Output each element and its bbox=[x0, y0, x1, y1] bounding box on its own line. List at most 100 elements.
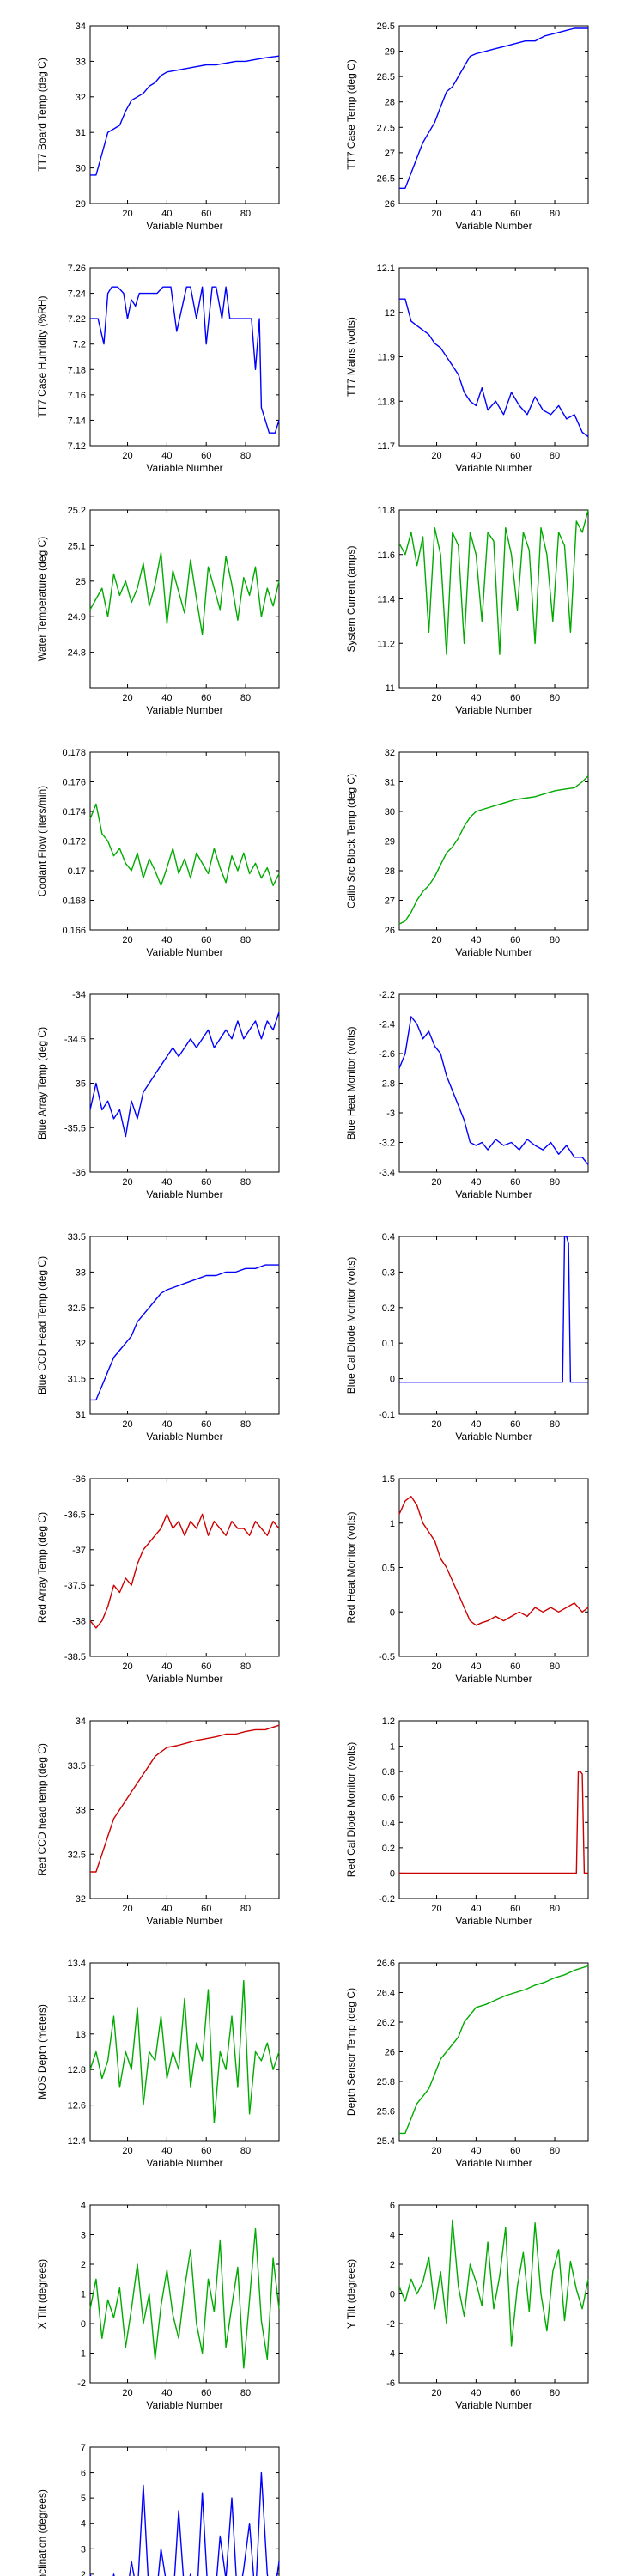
y-tick-label: 32.5 bbox=[68, 1303, 86, 1314]
y-tick-label: 11.8 bbox=[377, 397, 395, 407]
y-axis-label: Red Array Temp (deg C) bbox=[36, 1512, 48, 1623]
chart-panel-19: 20 40 60 80 -6 -4 -2 0 2 4 6 Variable Number Y Tilt … bbox=[345, 2201, 589, 2411]
y-tick-label: 0.8 bbox=[382, 1767, 395, 1777]
y-tick-label: 30 bbox=[76, 164, 86, 174]
series-line bbox=[399, 298, 589, 438]
plot-frame bbox=[398, 751, 589, 931]
x-axis-label: Variable Number bbox=[146, 1188, 222, 1200]
y-tick-label: 3 bbox=[81, 2231, 86, 2241]
y-tick-label: -36 bbox=[72, 1168, 86, 1178]
y-tick-label: -35.5 bbox=[64, 1123, 86, 1133]
x-tick-label: 80 bbox=[550, 1177, 560, 1188]
y-tick-label: -0.5 bbox=[379, 1652, 395, 1662]
series-line bbox=[90, 55, 280, 176]
series-line bbox=[90, 1724, 280, 1873]
x-tick-label: 60 bbox=[201, 209, 211, 219]
y-tick-label: -36.5 bbox=[64, 1510, 86, 1520]
chart-panel-12: 20 40 60 80 -38.5 -38 -37.5 -37 -36.5 -36 Variable… bbox=[36, 1474, 280, 1685]
chart-panel-7: 20 40 60 80 26 27 28 29 30 31 32 Variable Number Cal… bbox=[345, 748, 589, 958]
y-tick-label: 0.4 bbox=[382, 1232, 395, 1242]
x-tick-label: 60 bbox=[201, 935, 211, 945]
x-tick-label: 20 bbox=[431, 935, 441, 945]
chart-panel-2: 20 40 60 80 7.12 7.14 7.16 7.18 7.2 7.22 7.24 7.26 V… bbox=[36, 264, 280, 474]
y-tick-label: 0.17 bbox=[68, 866, 86, 877]
y-axis-label: Coolant Flow (liters/min) bbox=[36, 786, 48, 896]
y-tick-label: -38.5 bbox=[64, 1652, 86, 1662]
y-tick-label: 32 bbox=[385, 748, 395, 758]
x-tick-label: 60 bbox=[510, 1662, 520, 1672]
x-tick-label: 20 bbox=[431, 1662, 441, 1672]
y-axis-label: TT7 Mains (volts) bbox=[345, 317, 357, 397]
x-tick-label: 40 bbox=[471, 209, 481, 219]
y-tick-label: 33.5 bbox=[68, 1232, 86, 1242]
y-tick-label: 0.3 bbox=[382, 1267, 395, 1278]
x-tick-label: 60 bbox=[201, 1904, 211, 1914]
x-tick-label: 20 bbox=[122, 451, 132, 461]
y-tick-label: 29.5 bbox=[377, 21, 395, 32]
series-line bbox=[89, 552, 280, 635]
y-axis-label: TT7 Case Humidity (%RH) bbox=[36, 295, 48, 417]
y-tick-label: 7 bbox=[81, 2443, 86, 2453]
plot-frame bbox=[398, 267, 589, 447]
y-tick-label: -34 bbox=[72, 990, 86, 1000]
plot-frame bbox=[89, 509, 280, 689]
series-line bbox=[398, 775, 589, 925]
x-tick-label: 80 bbox=[550, 1904, 560, 1914]
y-tick-label: 28 bbox=[385, 866, 395, 877]
y-tick-label: 27 bbox=[385, 149, 395, 159]
y-tick-label: 30 bbox=[385, 807, 395, 817]
y-tick-label: 12.6 bbox=[68, 2101, 86, 2111]
x-tick-label: 80 bbox=[550, 935, 560, 945]
y-tick-label: 7.26 bbox=[68, 264, 86, 274]
x-tick-label: 40 bbox=[161, 2146, 172, 2156]
y-axis-label: Y Tilt (degrees) bbox=[345, 2259, 357, 2329]
y-tick-label: -0.1 bbox=[379, 1410, 395, 1420]
series-line bbox=[399, 1965, 589, 2135]
y-axis-label: Red Heat Monitor (volts) bbox=[345, 1511, 357, 1623]
series-line bbox=[89, 1012, 280, 1138]
y-tick-label: 1 bbox=[81, 2290, 86, 2300]
y-tick-label: -34.5 bbox=[64, 1035, 86, 1045]
x-axis-label: Variable Number bbox=[146, 946, 222, 958]
y-tick-label: 28.5 bbox=[377, 72, 395, 82]
x-axis-label: Variable Number bbox=[455, 220, 532, 232]
x-tick-label: 40 bbox=[471, 693, 481, 703]
y-tick-label: 7.2 bbox=[73, 340, 86, 350]
x-tick-label: 80 bbox=[240, 935, 251, 945]
series-line bbox=[90, 286, 280, 434]
y-tick-label: 27 bbox=[385, 896, 395, 907]
y-tick-label: -3.4 bbox=[379, 1168, 395, 1178]
y-tick-label: 1.2 bbox=[382, 1716, 395, 1727]
series-line bbox=[398, 2219, 589, 2347]
x-tick-label: 20 bbox=[122, 693, 132, 703]
y-tick-label: 32 bbox=[76, 1894, 86, 1905]
x-tick-label: 60 bbox=[510, 209, 520, 219]
y-axis-label: Blue CCD Head Temp (deg C) bbox=[36, 1256, 48, 1394]
x-tick-label: 40 bbox=[161, 935, 172, 945]
y-tick-label: 1 bbox=[390, 1742, 395, 1753]
x-axis-label: Variable Number bbox=[455, 1431, 532, 1443]
x-tick-label: 80 bbox=[550, 451, 560, 461]
plot-frame bbox=[398, 993, 589, 1173]
chart-panel-13: 20 40 60 80 -0.5 0 0.5 1 1.5 Variable Number Red H… bbox=[345, 1474, 589, 1685]
x-tick-label: 60 bbox=[201, 693, 211, 703]
y-tick-label: 34 bbox=[76, 1716, 86, 1727]
y-tick-label: 2 bbox=[81, 2260, 86, 2270]
y-tick-label: 4 bbox=[81, 2519, 86, 2530]
x-tick-label: 40 bbox=[161, 1662, 172, 1672]
chart-panel-18: 20 40 60 80 -2 -1 0 1 2 3 4 Variable Number X Tilt (… bbox=[36, 2201, 280, 2411]
x-tick-label: 80 bbox=[240, 1177, 251, 1188]
chart-panel-0: 20 40 60 80 29 30 31 32 33 34 Variable Number TT7 B… bbox=[36, 21, 280, 232]
y-tick-label: 33.5 bbox=[68, 1761, 86, 1771]
x-tick-label: 60 bbox=[510, 693, 520, 703]
y-tick-label: 25.4 bbox=[377, 2136, 395, 2147]
x-tick-label: 20 bbox=[431, 1904, 441, 1914]
x-tick-label: 20 bbox=[122, 1419, 132, 1430]
y-tick-label: 27.5 bbox=[377, 123, 395, 133]
y-tick-label: 11.7 bbox=[377, 441, 395, 452]
x-axis-label: Variable Number bbox=[146, 1431, 222, 1443]
y-tick-label: 0.2 bbox=[382, 1303, 395, 1314]
y-tick-label: 7.14 bbox=[68, 416, 86, 426]
y-tick-label: 0.178 bbox=[62, 748, 86, 758]
